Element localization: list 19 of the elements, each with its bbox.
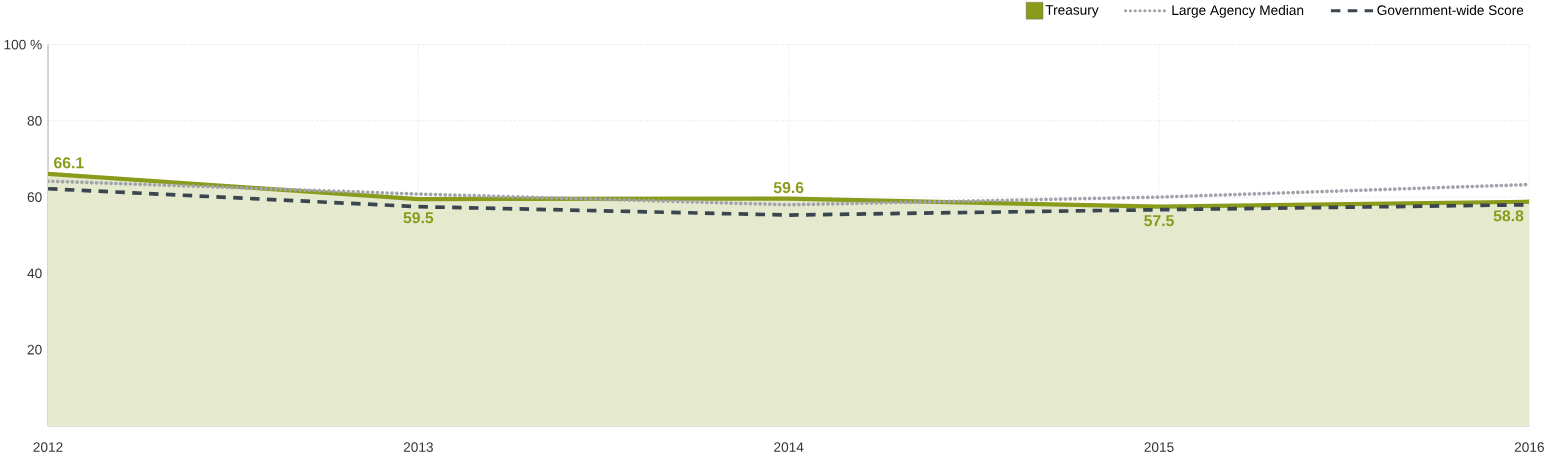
data-label: 59.5 bbox=[403, 211, 434, 224]
x-tick-label: 2012 bbox=[33, 442, 63, 452]
data-label: 59.6 bbox=[773, 181, 804, 193]
data-label: 58.8 bbox=[1493, 209, 1524, 222]
line-series bbox=[48, 179, 1530, 207]
y-tick-label: 20 bbox=[27, 344, 42, 355]
x-tick-label: 2014 bbox=[774, 442, 804, 452]
data-label: 66.1 bbox=[54, 156, 84, 169]
legend-label: Treasury bbox=[1045, 5, 1099, 18]
y-tick-label: 40 bbox=[27, 268, 42, 278]
data-label: 57.5 bbox=[1144, 214, 1174, 226]
x-tick-label: 2013 bbox=[403, 442, 433, 452]
y-tick-label: 80 bbox=[27, 115, 42, 126]
x-tick-label: 2016 bbox=[1514, 442, 1544, 452]
legend-label: Large Agency Median bbox=[1172, 4, 1304, 18]
y-tick-label: 60 bbox=[27, 192, 42, 202]
legend-label: Government-wide Score bbox=[1377, 4, 1524, 15]
x-tick-label: 2015 bbox=[1144, 442, 1174, 452]
y-tick-label: 100 % bbox=[4, 39, 42, 50]
